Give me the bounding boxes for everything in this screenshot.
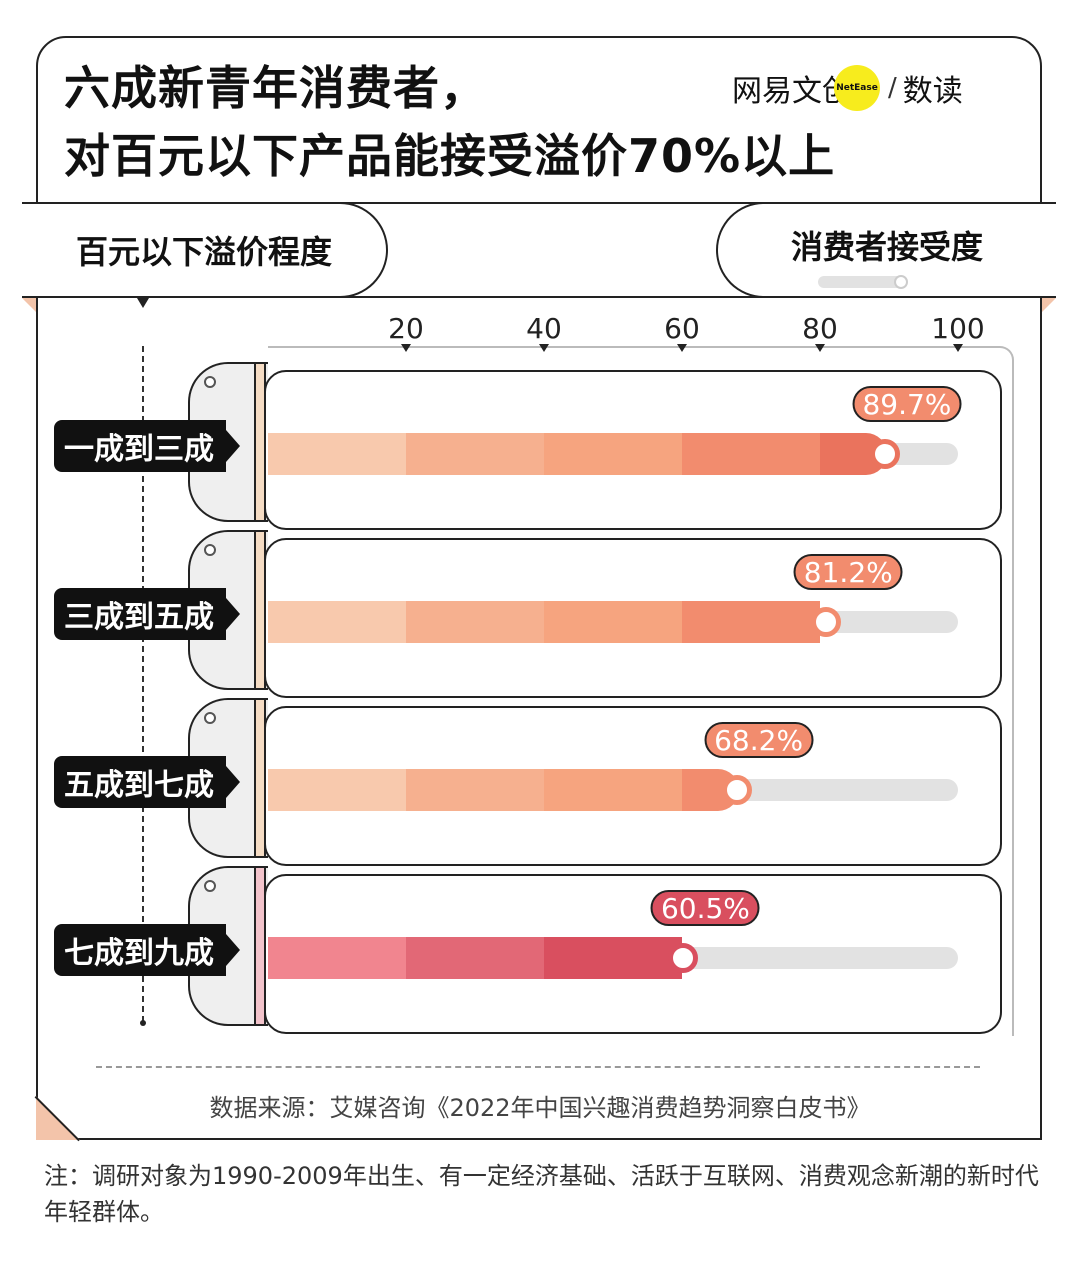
- x-tick-label: 20: [388, 312, 424, 345]
- brand-name-netease-wenchuang: 网易文创: [732, 74, 852, 109]
- clip-hole-icon: [204, 880, 216, 892]
- value-label: 89.7%: [852, 386, 962, 422]
- clip-hole-icon: [204, 376, 216, 388]
- bar-end-knob: [811, 607, 842, 637]
- right-header-label: 消费者接受度: [790, 228, 983, 266]
- data-source: 数据来源：艾媒咨询《2022年中国兴趣消费趋势洞察白皮书》: [209, 1094, 871, 1122]
- bar-segment: [406, 601, 544, 643]
- bar-segment: [268, 601, 406, 643]
- footnote: 注：调研对象为1990-2009年出生、有一定经济基础、活跃于互联网、消费观念新…: [44, 1162, 1039, 1226]
- bar-segment: [268, 433, 406, 475]
- bar-segment: [406, 433, 544, 475]
- left-header-label: 百元以下溢价程度: [75, 233, 332, 271]
- x-tick-label: 80: [802, 312, 838, 345]
- vertical-guide-end-dot: [140, 1020, 146, 1026]
- chart-title-line-1: 六成新青年消费者，: [64, 61, 487, 115]
- category-label: 一成到三成: [54, 420, 240, 472]
- header-band: [22, 202, 1056, 298]
- x-tick-label: 60: [664, 312, 700, 345]
- bar-end-knob: [721, 775, 752, 805]
- category-label: 三成到五成: [54, 588, 240, 640]
- clip-hole-icon: [204, 712, 216, 724]
- left-header-tab: 百元以下溢价程度: [22, 202, 388, 298]
- brand-name-shudu: 数读: [902, 74, 963, 109]
- bar-segment: [268, 769, 406, 811]
- category-label: 五成到七成: [54, 756, 240, 808]
- bar-segment: [544, 937, 682, 979]
- x-tick-mark: [953, 344, 963, 352]
- bar-segment: [682, 601, 820, 643]
- x-tick-label: 100: [931, 312, 985, 345]
- value-label: 68.2%: [704, 722, 814, 758]
- chart-title-line-2: 对百元以下产品能接受溢价70%以上: [64, 129, 836, 183]
- bar-segment: [406, 769, 544, 811]
- bar-segment: [544, 769, 682, 811]
- bar-segment: [544, 433, 682, 475]
- brand-badge-dot: NetEase: [834, 65, 880, 111]
- x-tick-mark: [539, 344, 549, 352]
- bar-segment: [406, 937, 544, 979]
- band-corner-right: [1042, 298, 1056, 312]
- brand-slash: /: [888, 73, 897, 103]
- clip-hole-icon: [204, 544, 216, 556]
- mini-slider-icon: [818, 275, 908, 289]
- value-label: 81.2%: [793, 554, 903, 590]
- x-tick-mark: [677, 344, 687, 352]
- bar-segment: [682, 433, 820, 475]
- x-tick-label: 40: [526, 312, 562, 345]
- bar-end-knob: [869, 439, 900, 469]
- axis-frame: [268, 346, 1014, 1036]
- band-corner-left: [22, 298, 36, 312]
- bar-end-knob: [668, 943, 699, 973]
- category-label: 七成到九成: [54, 924, 240, 976]
- bar-segment: [544, 601, 682, 643]
- footer-divider: [96, 1066, 980, 1068]
- x-tick-mark: [401, 344, 411, 352]
- bar-segment: [268, 937, 406, 979]
- brand-logo: 网易文创 NetEase / 数读: [732, 65, 963, 111]
- right-header-tab: 消费者接受度: [716, 202, 1056, 298]
- vertical-guide-line: [142, 346, 144, 1022]
- value-label: 60.5%: [650, 890, 760, 926]
- x-tick-mark: [815, 344, 825, 352]
- down-arrow-icon: [137, 298, 149, 308]
